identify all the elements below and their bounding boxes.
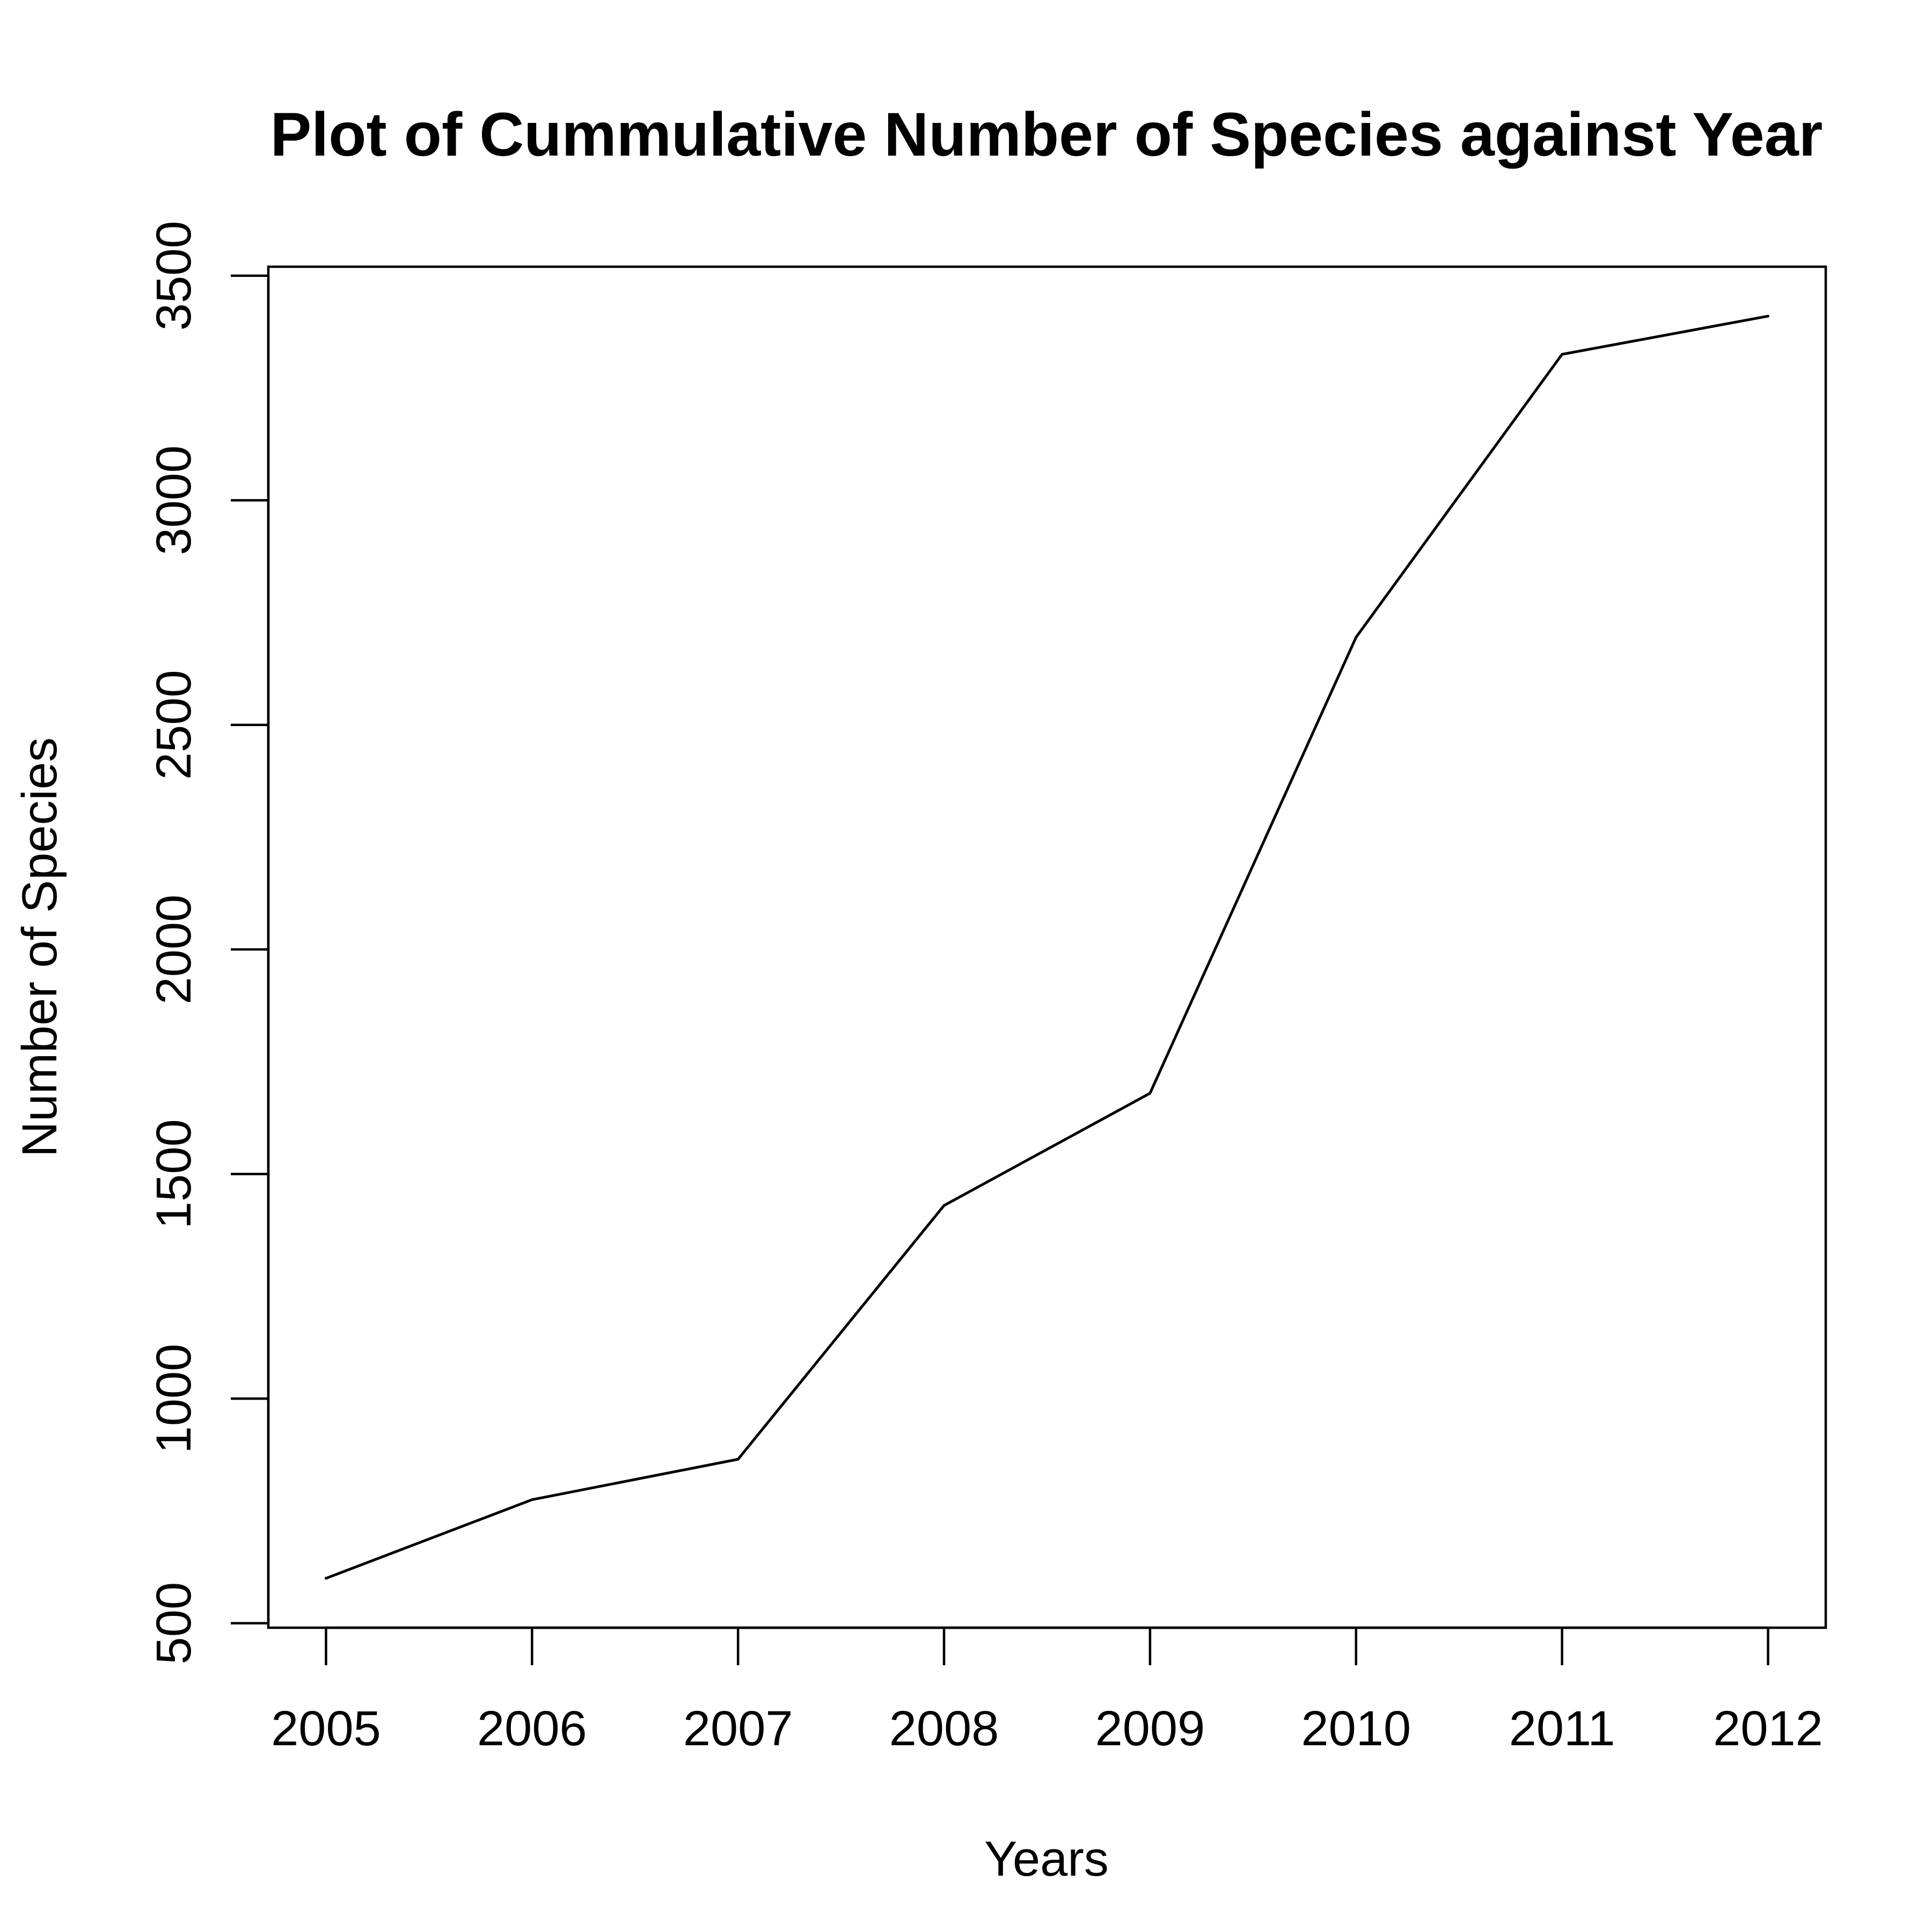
x-tick-label: 2012 <box>1713 1701 1823 1756</box>
y-tick-label: 2500 <box>147 670 201 780</box>
x-tick-label: 2005 <box>271 1701 381 1756</box>
y-axis-label: Number of Species <box>12 737 67 1157</box>
x-tick-label: 2008 <box>889 1701 999 1756</box>
y-tick-label: 3500 <box>147 221 201 331</box>
y-tick-label: 1500 <box>147 1119 201 1229</box>
x-tick-label: 2009 <box>1095 1701 1205 1756</box>
x-tick-label: 2011 <box>1509 1701 1615 1756</box>
series-line <box>324 314 1770 1580</box>
chart-title: Plot of Cummulative Number of Species ag… <box>270 100 1823 169</box>
y-axis: 500 1000 1500 2000 2500 3000 3500 <box>147 221 270 1665</box>
y-tick-label: 3000 <box>147 445 201 555</box>
x-tick-label: 2010 <box>1301 1701 1411 1756</box>
x-tick-label: 2007 <box>683 1701 793 1756</box>
y-tick-label: 1000 <box>147 1344 201 1454</box>
y-tick-label: 500 <box>147 1582 201 1665</box>
x-axis: 2005 2006 2007 2008 2009 2010 2011 2012 <box>271 1626 1823 1756</box>
y-tick-label: 2000 <box>147 895 201 1005</box>
x-tick-label: 2006 <box>477 1701 587 1756</box>
series-layer <box>324 314 1770 1580</box>
x-axis-label: Years <box>984 1832 1109 1886</box>
